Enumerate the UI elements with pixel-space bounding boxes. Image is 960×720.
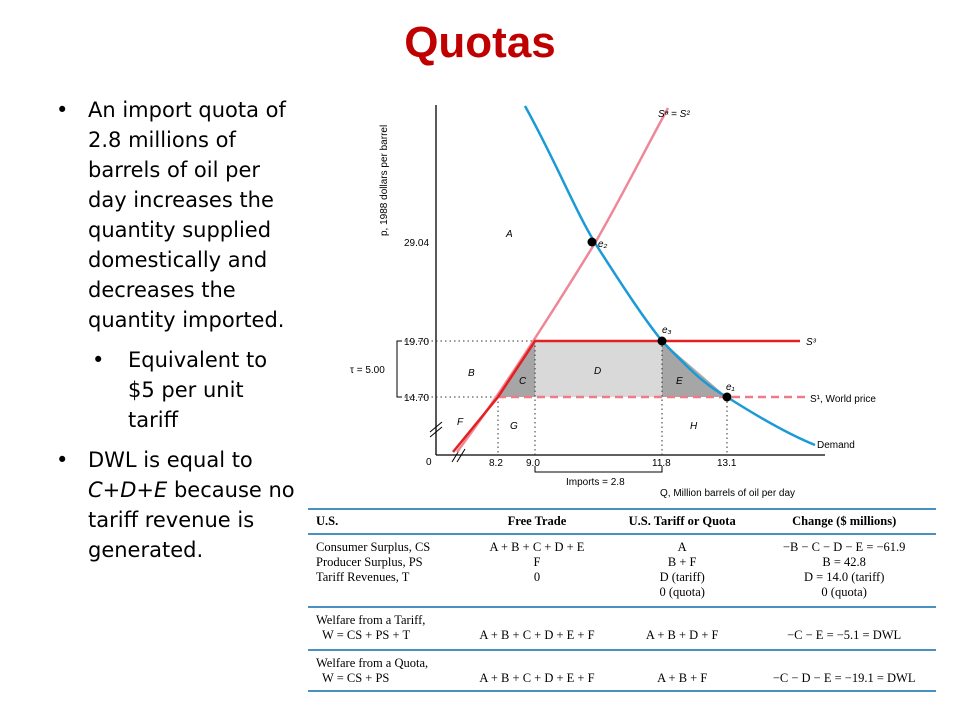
area-b-label: B — [468, 368, 475, 379]
bullet-dot-icon: • — [56, 98, 69, 122]
y-tick-19-70: 19.70 — [404, 337, 429, 348]
area-a-label: A — [505, 229, 513, 240]
e1-label: e₁ — [726, 382, 735, 393]
table-cell: A + B + C + D + E + F — [461, 649, 613, 692]
table-cell: Tariff Revenues, T — [316, 570, 410, 584]
area-d-label: D — [594, 366, 601, 377]
table-cell: F — [533, 555, 541, 569]
bullet-dwl-suffix: because no tariff revenue is generated. — [88, 478, 295, 562]
table-cell: B = 42.8 — [822, 555, 866, 569]
table-cell: A + B + C + D + E + F — [461, 606, 613, 650]
table-cell: −B − C − D − E = −61.9 — [782, 540, 906, 554]
area-f-label: F — [457, 417, 464, 428]
table-cell — [308, 585, 462, 607]
bullet-dwl: • DWL is equal to C+D+E because no tarif… — [52, 445, 297, 565]
table-header: Change ($ millions) — [752, 508, 936, 535]
x-axis-label: Q, Million barrels of oil per day — [660, 488, 795, 499]
point-e3 — [657, 336, 667, 346]
welfare-table: U.S. Free Trade U.S. Tariff or Quota Cha… — [308, 508, 936, 692]
table-header: Free Trade — [461, 508, 613, 535]
area-g-label: G — [510, 421, 518, 432]
quota-graph: p, 1988 dollars per barrel 29.04 19.70 1… — [350, 105, 876, 499]
bullet-dot-icon: • — [92, 348, 105, 372]
bullet-list: • An import quota of 2.8 millions of bar… — [52, 95, 297, 575]
table-cell: Consumer Surplus, CS — [316, 540, 431, 554]
table-row-welfare-tariff: Welfare from a Tariff, W = CS + PS + T A… — [308, 606, 936, 650]
table-cell: 0 (quota) — [659, 585, 705, 599]
table-cell: A + B + C + D + E — [489, 540, 585, 554]
table-cell: Welfare from a Tariff, W = CS + PS + T — [308, 606, 462, 650]
table-cell: D (tariff) — [659, 570, 705, 584]
s3-label: S³ — [806, 337, 817, 348]
welfare-quota-label: Welfare from a Quota, — [316, 656, 429, 670]
table-row: Tariff Revenues, T 0 D (tariff) D = 14.0… — [308, 570, 936, 585]
welfare-tariff-label: Welfare from a Tariff, — [316, 613, 426, 627]
table-cell: A + B + F — [612, 649, 753, 692]
sub-bullet-tariff-text: Equivalent to $5 per unit tariff — [128, 348, 268, 432]
supply-label: Sᵃ = S² — [658, 109, 690, 120]
table-cell: B + F — [667, 555, 697, 569]
axis-break-mark — [456, 448, 466, 463]
point-e2 — [587, 237, 597, 247]
bullet-dwl-prefix: DWL is equal to — [88, 448, 253, 472]
slide-title: Quotas — [404, 18, 556, 67]
area-e-fill — [662, 341, 727, 397]
point-e1 — [722, 392, 732, 402]
x-tick-9-0: 9.0 — [526, 458, 540, 469]
y-axis-label: p, 1988 dollars per barrel — [379, 125, 390, 236]
e2-label: e₂ — [598, 239, 608, 250]
table-cell — [462, 585, 612, 607]
table-cell: Welfare from a Quota, W = CS + PS — [308, 649, 462, 692]
table-row: Consumer Surplus, CS A + B + C + D + E A… — [308, 534, 936, 555]
table-cell: A + B + D + F — [612, 606, 753, 650]
demand-label: Demand — [817, 440, 855, 451]
table-header: U.S. Tariff or Quota — [612, 508, 753, 535]
table-cell: Producer Surplus, PS — [316, 555, 423, 569]
table-cell: 0 — [533, 570, 541, 584]
x-tick-13-1: 13.1 — [717, 458, 737, 469]
imports-bracket — [534, 466, 663, 473]
y-tick-0: 0 — [426, 457, 432, 468]
welfare-quota-formula: W = CS + PS — [322, 671, 390, 685]
area-e-label: E — [676, 376, 683, 387]
table-cell: A — [677, 540, 687, 554]
imports-label: Imports = 2.8 — [566, 477, 625, 488]
y-tick-29-04: 29.04 — [404, 238, 429, 249]
area-c-label: C — [519, 376, 527, 387]
table-header: U.S. — [308, 508, 462, 535]
bullet-quota: • An import quota of 2.8 millions of bar… — [52, 95, 297, 335]
table-row: Producer Surplus, PS F B + F B = 42.8 — [308, 555, 936, 570]
area-h-label: H — [690, 421, 698, 432]
table-cell: D = 14.0 (tariff) — [803, 570, 885, 584]
welfare-tariff-formula: W = CS + PS + T — [322, 628, 411, 642]
tau-bracket — [396, 340, 402, 398]
axis-break-mark — [429, 421, 443, 433]
x-tick-8-2: 8.2 — [489, 458, 503, 469]
table-header-row: U.S. Free Trade U.S. Tariff or Quota Cha… — [308, 508, 936, 535]
area-d-fill — [535, 341, 662, 397]
bullet-dot-icon: • — [56, 448, 69, 472]
axis-break-mark — [429, 426, 443, 438]
table-row: 0 (quota) 0 (quota) — [308, 585, 936, 607]
x-tick-11-8: 11.8 — [652, 458, 671, 469]
s3-supply-curve — [452, 339, 800, 453]
table-row-welfare-quota: Welfare from a Quota, W = CS + PS A + B … — [308, 649, 936, 692]
table-cell: −C − D − E = −19.1 = DWL — [752, 649, 936, 692]
bullet-dwl-areas: C+D+E — [88, 478, 168, 502]
y-tick-14-70: 14.70 — [404, 393, 429, 404]
bullet-quota-text: An import quota of 2.8 millions of barre… — [88, 98, 286, 332]
table-cell: −C − E = −5.1 = DWL — [752, 606, 936, 650]
tau-label: τ = 5.00 — [350, 365, 385, 376]
table-cell: 0 (quota) — [821, 585, 867, 599]
sub-bullet-tariff: • Equivalent to $5 per unit tariff — [92, 345, 297, 435]
world-price-label: S¹, World price — [810, 394, 876, 405]
supply-curve — [456, 107, 670, 453]
e3-label: e₃ — [662, 325, 672, 336]
